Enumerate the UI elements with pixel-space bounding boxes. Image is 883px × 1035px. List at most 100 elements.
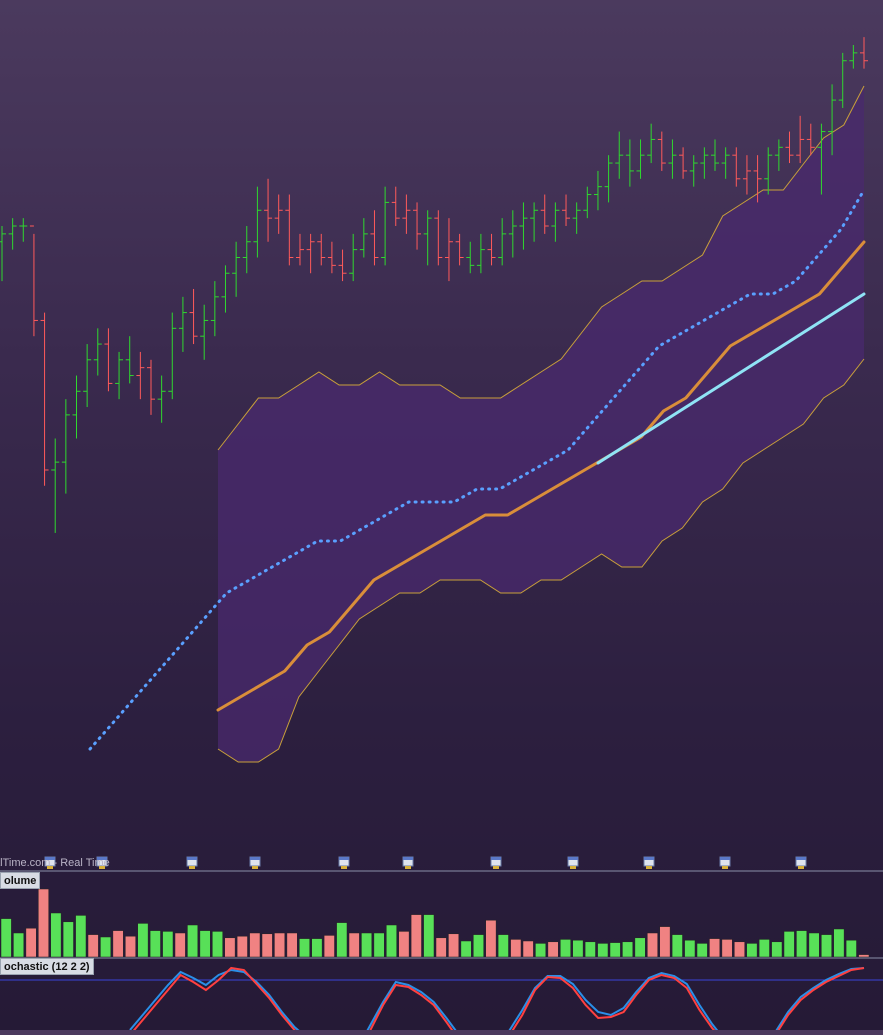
ohlc-bar [625, 139, 634, 187]
ohlc-bar [679, 147, 688, 179]
volume-bars-layer [0, 888, 870, 958]
calendar-icon-header [45, 857, 55, 860]
stochastic-d-line [129, 967, 865, 1035]
calendar-icon-base [405, 866, 411, 869]
ohlc-bar [519, 202, 528, 250]
volume-bar [448, 933, 460, 958]
calendar-event-icon [338, 856, 350, 869]
volume-bar [771, 941, 783, 958]
ohlc-bar [668, 139, 677, 179]
ohlc-bar [806, 123, 815, 156]
ohlc-bar [487, 233, 496, 266]
calendar-icon-header [644, 857, 654, 860]
volume-bar [845, 939, 857, 958]
ohlc-bar [593, 170, 602, 211]
volume-bar [299, 938, 310, 958]
ohlc-bar [295, 233, 304, 266]
volume-bar [75, 915, 87, 958]
volume-bar [112, 930, 124, 958]
ohlc-bar [615, 131, 624, 179]
ohlc-bar [774, 139, 783, 171]
volume-bar [584, 941, 596, 958]
ohlc-bar [83, 344, 92, 408]
calendar-icon-header [187, 857, 197, 860]
volume-bar [25, 927, 37, 958]
volume-bar [13, 932, 25, 958]
ohlc-bar [61, 399, 70, 494]
volume-bar [659, 926, 671, 958]
moving-average-fast-line [88, 188, 866, 751]
volume-bar [671, 934, 683, 958]
ohlc-bar [572, 202, 581, 234]
volume-bar [560, 939, 571, 958]
stochastic-layer [0, 966, 883, 1035]
calendar-icon-base [493, 866, 499, 869]
ohlc-bar [636, 139, 645, 179]
moving-average-slow-line [596, 292, 866, 465]
volume-bar [473, 934, 484, 958]
volume-bar [746, 943, 758, 958]
ohlc-bar [381, 186, 390, 266]
calendar-icon-header [97, 857, 107, 860]
volume-bar [783, 931, 795, 958]
volume-bar [460, 940, 472, 958]
ohlc-bar [498, 218, 507, 266]
volume-bar [758, 939, 770, 958]
ohlc-bar [551, 202, 560, 242]
calendar-icon-header [250, 857, 260, 860]
ohlc-bars-layer [0, 37, 868, 533]
volume-bar [597, 943, 609, 958]
volume-bar [734, 941, 745, 958]
ohlc-bar [285, 194, 294, 266]
calendar-icon-base [189, 866, 195, 869]
volume-bar [410, 914, 422, 958]
volume-bar [721, 939, 733, 958]
ohlc-bar [264, 178, 273, 242]
bollinger-band-layer [217, 85, 865, 763]
ohlc-bar [157, 375, 166, 423]
ohlc-bar [742, 155, 751, 195]
stochastic-panel-label[interactable]: ochastic (12 2 2) [0, 958, 94, 975]
calendar-icon-header [796, 857, 806, 860]
volume-bar [547, 941, 559, 958]
ohlc-bar [785, 131, 794, 164]
volume-bar [187, 924, 199, 958]
calendar-icon-base [722, 866, 728, 869]
ohlc-bar [732, 147, 741, 187]
volume-panel-label[interactable]: olume [0, 872, 41, 889]
volume-bar [808, 932, 820, 958]
volume-bar [572, 939, 584, 958]
ohlc-bar [508, 210, 517, 258]
volume-bar [609, 942, 621, 958]
ohlc-bar [146, 359, 155, 415]
calendar-icon-base [646, 866, 652, 869]
ohlc-bar [796, 115, 805, 164]
volume-bar [236, 935, 248, 958]
calendar-event-icon [96, 856, 108, 869]
calendar-icon-base [798, 866, 804, 869]
calendar-icon-header [720, 857, 730, 860]
ohlc-bar [413, 202, 422, 250]
ohlc-bar [828, 84, 837, 156]
ohlc-bar [370, 210, 379, 266]
volume-bar [522, 940, 534, 958]
moving-average-mid-line [216, 240, 866, 712]
ohlc-bar [657, 131, 666, 171]
ohlc-bar [764, 147, 773, 195]
volume-bar [286, 932, 298, 958]
calendar-icon-header [568, 857, 578, 860]
ohlc-bar [242, 226, 251, 274]
ohlc-bar [232, 241, 241, 297]
calendar-event-icon [567, 856, 579, 869]
volume-bar [435, 937, 447, 958]
calendar-event-icon [490, 856, 502, 869]
volume-bar [199, 930, 211, 958]
volume-bar [821, 934, 832, 958]
volume-bar [261, 933, 273, 958]
ohlc-bar [327, 241, 336, 274]
volume-bar [622, 941, 634, 958]
calendar-icon-base [570, 866, 576, 869]
stochastic-k-line [129, 966, 865, 1035]
